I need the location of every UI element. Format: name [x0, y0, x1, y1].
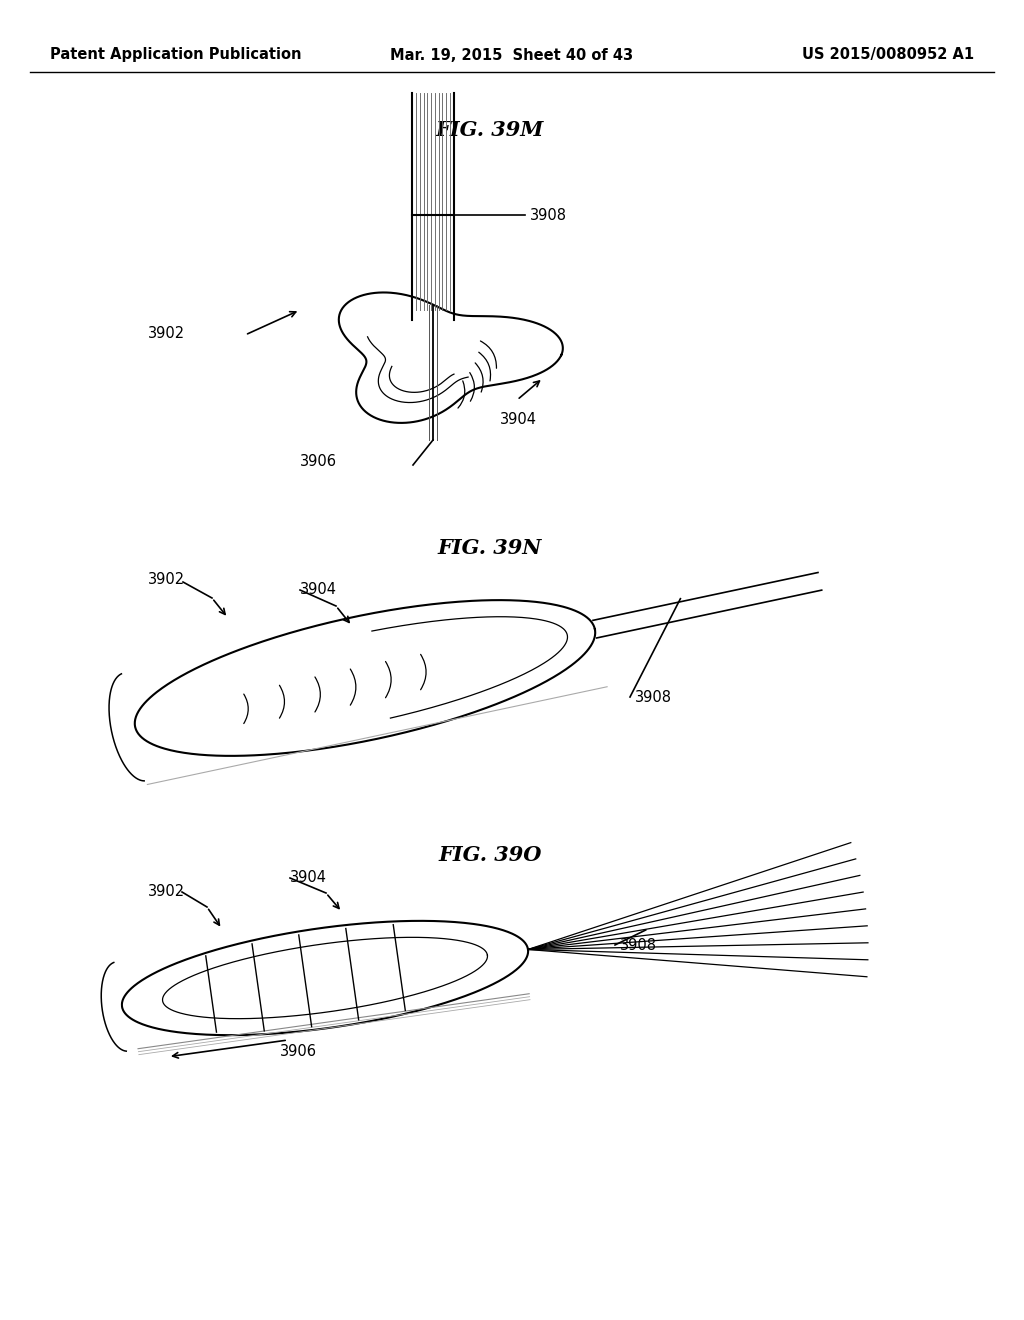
Polygon shape: [122, 921, 528, 1035]
Text: FIG. 39N: FIG. 39N: [438, 539, 542, 558]
Text: 3904: 3904: [500, 412, 537, 426]
Text: 3908: 3908: [530, 207, 567, 223]
Text: 3906: 3906: [280, 1044, 316, 1060]
Text: 3908: 3908: [620, 937, 657, 953]
Text: 3902: 3902: [148, 326, 185, 341]
Text: 3902: 3902: [148, 884, 185, 899]
Text: US 2015/0080952 A1: US 2015/0080952 A1: [802, 48, 974, 62]
Text: 3902: 3902: [148, 573, 185, 587]
Text: Patent Application Publication: Patent Application Publication: [50, 48, 301, 62]
Polygon shape: [109, 673, 144, 781]
Text: 3908: 3908: [635, 689, 672, 705]
Text: FIG. 39M: FIG. 39M: [436, 120, 544, 140]
Text: 3904: 3904: [300, 582, 337, 598]
Polygon shape: [135, 601, 595, 756]
Polygon shape: [339, 293, 563, 422]
Text: FIG. 39O: FIG. 39O: [438, 845, 542, 865]
Polygon shape: [101, 962, 126, 1051]
Text: 3904: 3904: [290, 870, 327, 884]
Text: 3906: 3906: [299, 454, 337, 470]
Text: Mar. 19, 2015  Sheet 40 of 43: Mar. 19, 2015 Sheet 40 of 43: [390, 48, 634, 62]
